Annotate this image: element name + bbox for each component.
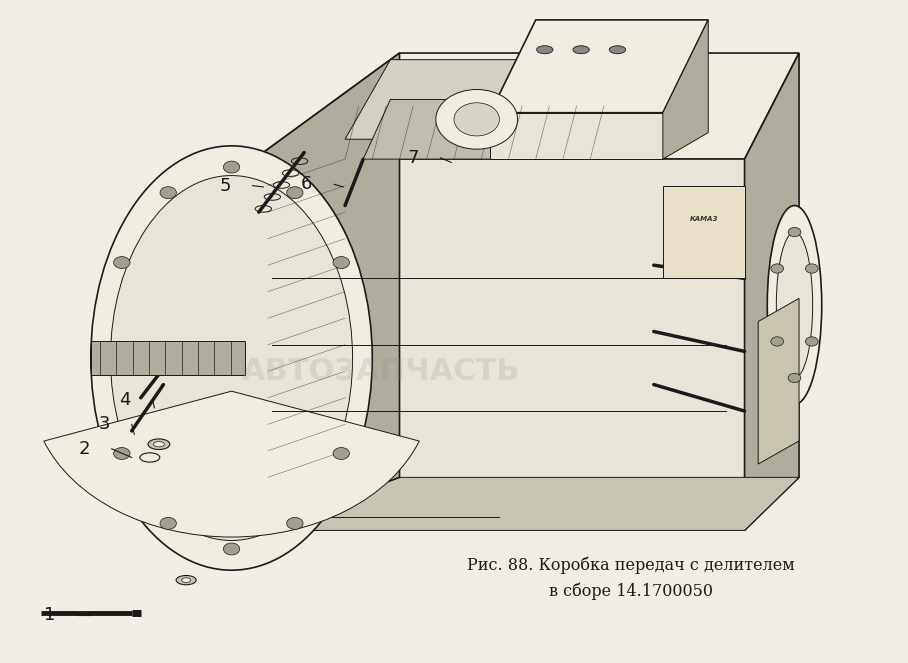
Ellipse shape	[148, 439, 170, 450]
Ellipse shape	[111, 176, 352, 540]
Circle shape	[223, 543, 240, 555]
Text: 5: 5	[220, 176, 231, 195]
Ellipse shape	[182, 578, 191, 583]
Text: 6: 6	[301, 175, 312, 194]
Ellipse shape	[176, 575, 196, 585]
Circle shape	[287, 187, 303, 199]
Polygon shape	[663, 186, 745, 278]
Ellipse shape	[91, 146, 372, 570]
Text: в сборе 14.1700050: в сборе 14.1700050	[549, 583, 713, 600]
Text: 4: 4	[120, 391, 131, 409]
Circle shape	[771, 264, 784, 273]
Polygon shape	[745, 53, 799, 530]
Polygon shape	[254, 477, 799, 530]
Circle shape	[333, 257, 350, 269]
Ellipse shape	[776, 232, 813, 378]
Circle shape	[114, 448, 130, 459]
Circle shape	[160, 517, 176, 529]
Wedge shape	[44, 391, 419, 537]
Text: КАМАЗ: КАМАЗ	[689, 215, 718, 222]
Circle shape	[160, 187, 176, 199]
Circle shape	[223, 161, 240, 173]
Circle shape	[788, 227, 801, 237]
Text: 3: 3	[99, 415, 110, 434]
Polygon shape	[663, 20, 708, 159]
Polygon shape	[91, 341, 245, 375]
Ellipse shape	[153, 442, 164, 447]
Text: АВТОЗАПЧАСТЬ: АВТОЗАПЧАСТЬ	[242, 357, 520, 386]
Circle shape	[805, 337, 818, 346]
Polygon shape	[254, 53, 799, 159]
Circle shape	[805, 264, 818, 273]
Ellipse shape	[767, 206, 822, 404]
Ellipse shape	[537, 46, 553, 54]
Polygon shape	[363, 99, 572, 159]
Polygon shape	[490, 113, 663, 159]
Polygon shape	[490, 20, 708, 113]
Polygon shape	[254, 53, 400, 530]
Circle shape	[114, 257, 130, 269]
Circle shape	[333, 448, 350, 459]
Circle shape	[287, 517, 303, 529]
Polygon shape	[254, 159, 745, 530]
Ellipse shape	[573, 46, 589, 54]
Circle shape	[788, 373, 801, 383]
Polygon shape	[758, 298, 799, 464]
Text: 2: 2	[79, 440, 90, 458]
Text: 1: 1	[44, 605, 55, 624]
Circle shape	[436, 90, 518, 149]
Ellipse shape	[609, 46, 626, 54]
Text: Рис. 88. Коробка передач с делителем: Рис. 88. Коробка передач с делителем	[468, 556, 794, 573]
Circle shape	[454, 103, 499, 136]
Circle shape	[771, 337, 784, 346]
Polygon shape	[345, 60, 699, 139]
Text: 7: 7	[408, 149, 419, 167]
